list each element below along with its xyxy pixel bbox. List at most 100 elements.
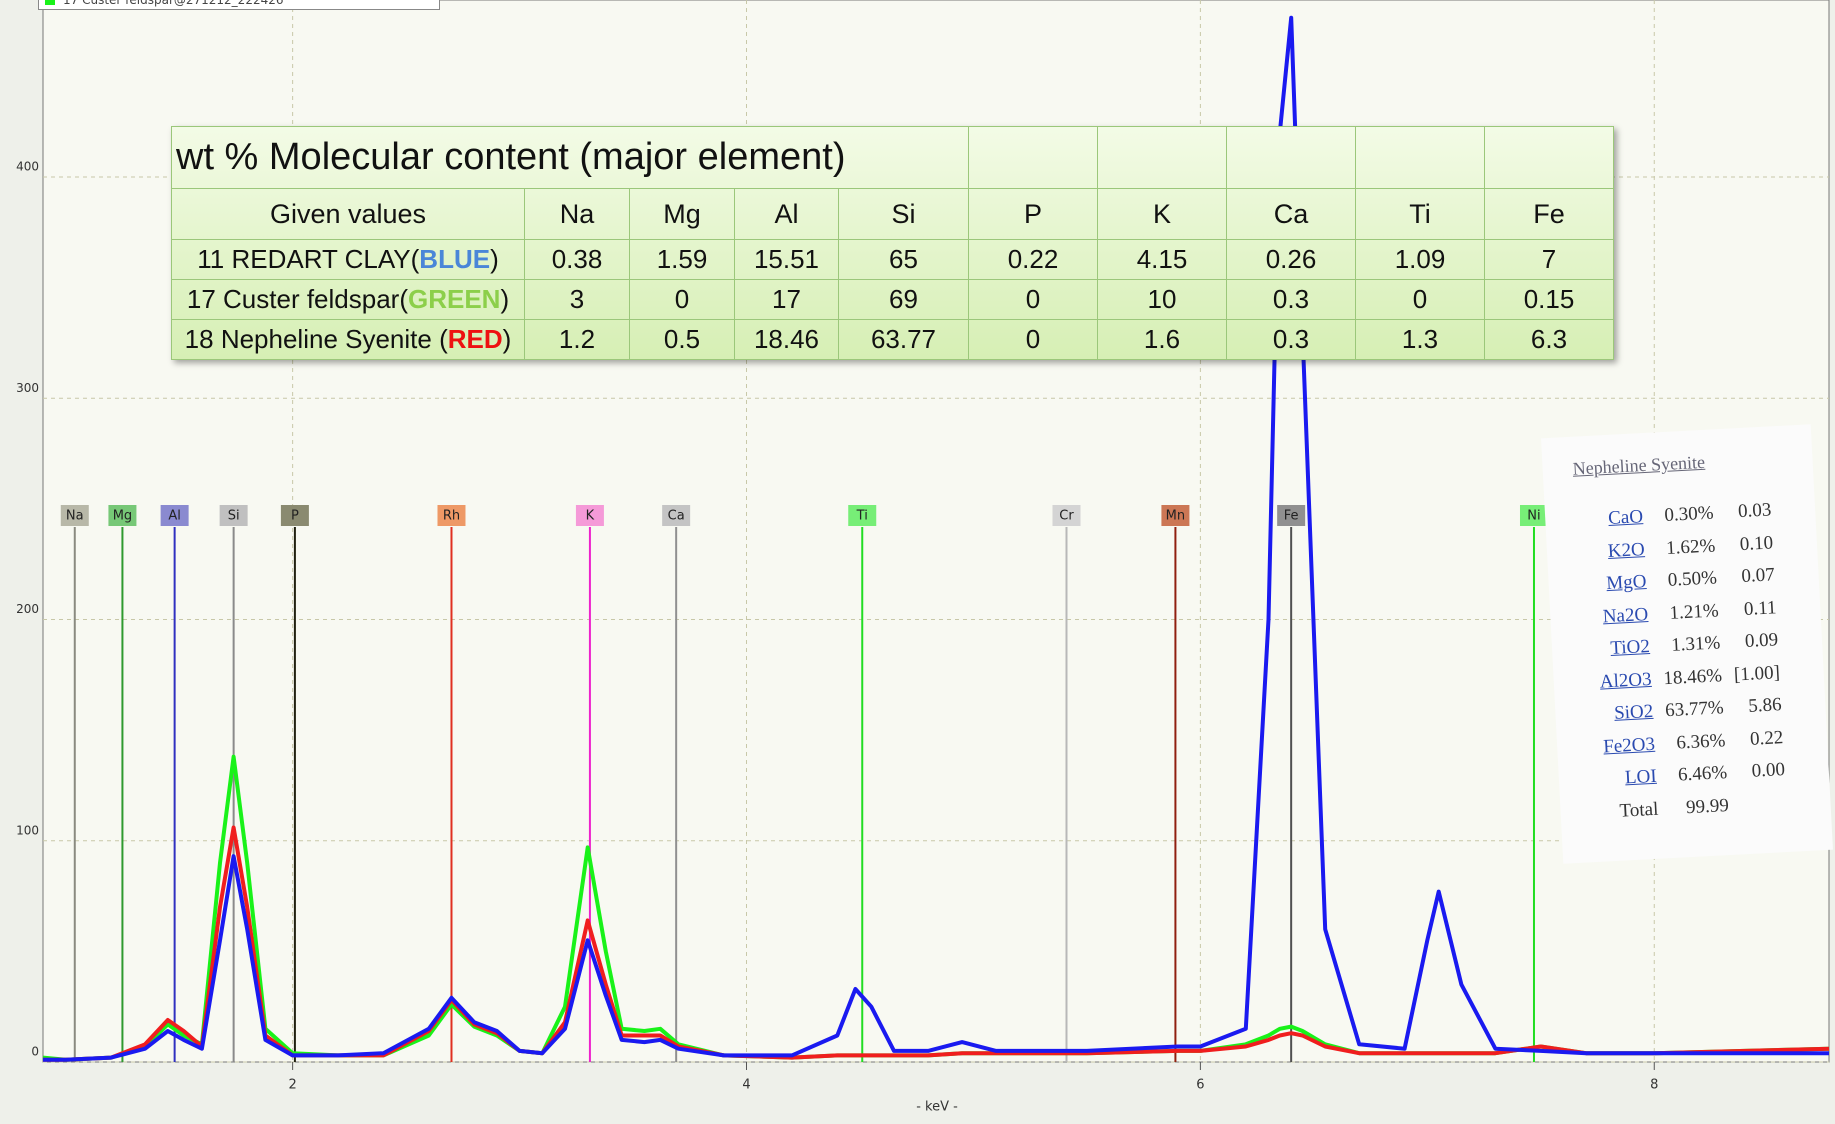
row-label: 11 REDART CLAY(BLUE) bbox=[172, 240, 525, 280]
label-color: GREEN bbox=[408, 284, 500, 314]
note-cell: Al2O3 bbox=[1593, 663, 1658, 699]
cell: 0.3 bbox=[1227, 320, 1356, 360]
note-cell: MgO bbox=[1588, 566, 1653, 602]
header-cell: Ca bbox=[1227, 189, 1356, 240]
label-text: 11 REDART CLAY( bbox=[197, 244, 419, 274]
element-label: K bbox=[586, 509, 595, 524]
y-tick-label: 400 bbox=[16, 160, 39, 174]
element-label: Mg bbox=[113, 509, 132, 524]
cell: 1.6 bbox=[1098, 320, 1227, 360]
note-cell: [1.00] bbox=[1727, 656, 1787, 691]
element-label: Ni bbox=[1527, 509, 1540, 524]
y-tick-label: 200 bbox=[16, 602, 39, 616]
cell: 4.15 bbox=[1098, 240, 1227, 280]
header-cell: P bbox=[969, 189, 1098, 240]
x-tick-label: 6 bbox=[1196, 1078, 1204, 1093]
element-label: Cr bbox=[1059, 509, 1074, 524]
element-label: Mn bbox=[1166, 509, 1185, 524]
label-end: ) bbox=[490, 244, 499, 274]
note-cell: 63.77% bbox=[1658, 692, 1730, 728]
note-cell: 0.11 bbox=[1724, 591, 1784, 626]
cell: 65 bbox=[839, 240, 969, 280]
cell: 0.15 bbox=[1485, 280, 1614, 320]
cell: 0.22 bbox=[969, 240, 1098, 280]
empty-cell bbox=[1227, 127, 1356, 189]
table-title: wt % Molecular content (major element) bbox=[172, 127, 969, 189]
note-cell: 5.86 bbox=[1729, 689, 1789, 724]
x-tick-label: 8 bbox=[1650, 1078, 1658, 1093]
header-cell: Mg bbox=[630, 189, 735, 240]
element-label: Fe bbox=[1284, 509, 1299, 524]
empty-cell bbox=[1098, 127, 1227, 189]
cell: 0 bbox=[630, 280, 735, 320]
element-label: Ca bbox=[668, 509, 685, 524]
cell: 7 bbox=[1485, 240, 1614, 280]
note-cell: Fe2O3 bbox=[1596, 728, 1661, 764]
element-label: Ti bbox=[856, 509, 868, 524]
note-cell: TiO2 bbox=[1591, 631, 1656, 667]
element-label: P bbox=[291, 509, 299, 524]
cell: 0 bbox=[1356, 280, 1485, 320]
cell: 1.59 bbox=[630, 240, 735, 280]
x-axis-label: - keV - bbox=[916, 1100, 958, 1115]
x-tick-label: 2 bbox=[288, 1078, 296, 1093]
note-cell: 0.09 bbox=[1725, 624, 1785, 659]
header-cell: Given values bbox=[172, 189, 525, 240]
label-end: ) bbox=[500, 284, 509, 314]
y-tick-label: 100 bbox=[16, 823, 39, 837]
label-end: ) bbox=[503, 324, 512, 354]
note-cell: 6.46% bbox=[1662, 757, 1734, 793]
note-cell: 0.03 bbox=[1719, 494, 1779, 529]
table: wt % Molecular content (major element)Gi… bbox=[171, 126, 1614, 360]
cell: 63.77 bbox=[839, 320, 969, 360]
note-cell: CaO bbox=[1585, 501, 1650, 537]
cell: 0.3 bbox=[1227, 280, 1356, 320]
note-cell: 1.21% bbox=[1653, 595, 1725, 631]
y-tick-label: 300 bbox=[16, 381, 39, 395]
label-text: 18 Nepheline Syenite ( bbox=[185, 324, 448, 354]
cell: 1.09 bbox=[1356, 240, 1485, 280]
label-color: BLUE bbox=[419, 244, 490, 274]
note-cell: 1.31% bbox=[1655, 627, 1727, 663]
cell: 0 bbox=[969, 320, 1098, 360]
cell: 0.5 bbox=[630, 320, 735, 360]
empty-cell bbox=[1356, 127, 1485, 189]
header-cell: Ti bbox=[1356, 189, 1485, 240]
note-cell: 0.00 bbox=[1732, 754, 1792, 789]
cell: 17 bbox=[735, 280, 839, 320]
note-cell: Total bbox=[1600, 793, 1665, 829]
note-cell: 6.36% bbox=[1660, 724, 1732, 760]
note-cell: 0.22 bbox=[1731, 721, 1791, 756]
note-cell: 0.30% bbox=[1648, 497, 1720, 533]
note-cell: SiO2 bbox=[1595, 696, 1660, 732]
element-label: Si bbox=[228, 509, 240, 524]
note-cell: K2O bbox=[1586, 533, 1651, 569]
page: 01002003004002468NaMgAlSiPRhKCaTiCrMnFeN… bbox=[0, 0, 1835, 1124]
cell: 10 bbox=[1098, 280, 1227, 320]
note-cell: LOI bbox=[1598, 760, 1663, 796]
note-cell: 99.99 bbox=[1663, 789, 1735, 825]
cell: 1.3 bbox=[1356, 320, 1485, 360]
y-tick-label: 0 bbox=[31, 1045, 39, 1059]
note-cell: Na2O bbox=[1590, 598, 1655, 634]
element-label: Na bbox=[66, 509, 84, 524]
note-title: Nepheline Syenite bbox=[1572, 452, 1705, 480]
row-label: 17 Custer feldspar(GREEN) bbox=[172, 280, 525, 320]
cell: 15.51 bbox=[735, 240, 839, 280]
note-cell: 1.62% bbox=[1650, 530, 1722, 566]
empty-cell bbox=[969, 127, 1098, 189]
label-color: RED bbox=[448, 324, 503, 354]
label-text: 17 Custer feldspar( bbox=[187, 284, 408, 314]
x-tick-label: 4 bbox=[742, 1078, 750, 1093]
note-cell: 0.10 bbox=[1720, 527, 1780, 562]
header-cell: Si bbox=[839, 189, 969, 240]
cell: 0 bbox=[969, 280, 1098, 320]
cell: 0.38 bbox=[525, 240, 630, 280]
empty-cell bbox=[1485, 127, 1614, 189]
cell: 1.2 bbox=[525, 320, 630, 360]
header-cell: K bbox=[1098, 189, 1227, 240]
cell: 6.3 bbox=[1485, 320, 1614, 360]
